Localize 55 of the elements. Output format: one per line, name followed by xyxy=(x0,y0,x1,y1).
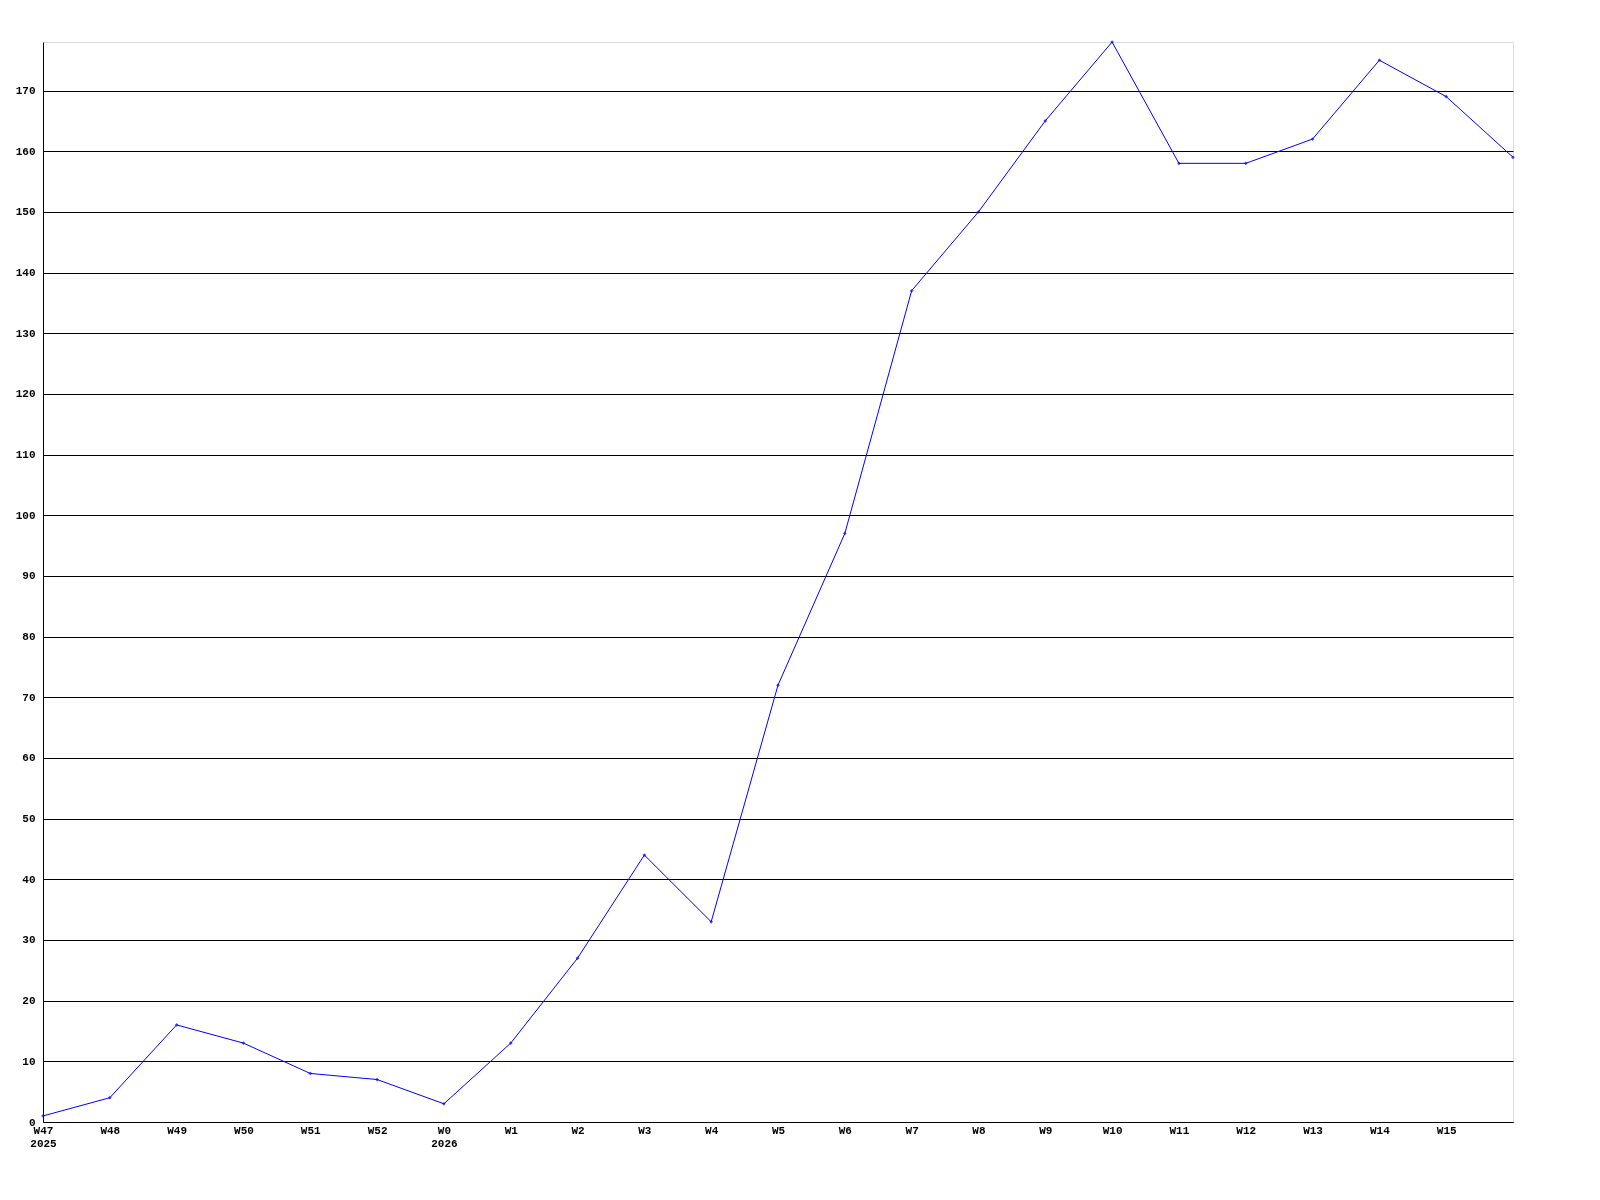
x-tick-label: W49 xyxy=(167,1124,188,1137)
y-tick-label: 140 xyxy=(15,267,36,280)
line-series xyxy=(41,40,1515,1118)
x-tick-label: W11 xyxy=(1169,1124,1190,1137)
x-tick-label: W5 xyxy=(771,1124,786,1137)
y-tick-label: 160 xyxy=(15,145,36,158)
point xyxy=(1177,161,1181,166)
x-tick-label: W9 xyxy=(1039,1124,1053,1137)
x-tick-label: W1 xyxy=(504,1124,519,1137)
x-tick-label: W15 xyxy=(1436,1124,1457,1137)
point xyxy=(508,1041,513,1045)
y-tick-label: 80 xyxy=(22,631,36,644)
y-tick-label: 100 xyxy=(15,509,36,522)
point xyxy=(1310,137,1315,141)
x-tick-label: W51 xyxy=(300,1124,322,1137)
point xyxy=(174,1023,179,1027)
x-tick-label: W6 xyxy=(838,1124,852,1137)
y-tick-label: 90 xyxy=(22,570,36,583)
x-tick-label: W13 xyxy=(1303,1124,1324,1137)
point xyxy=(776,683,780,688)
x-tick-label: W4 xyxy=(705,1124,719,1137)
point xyxy=(575,956,580,961)
x-tick-label: W52 xyxy=(367,1124,388,1137)
y-tick-label: 50 xyxy=(22,813,36,826)
point xyxy=(1377,58,1382,63)
x-tick-label: W7 xyxy=(905,1124,919,1137)
x-tick-label: W50 xyxy=(234,1124,254,1137)
y-tick-label: 70 xyxy=(22,691,36,704)
y-tick-label: 30 xyxy=(22,934,36,947)
x-tick-label: W10 xyxy=(1102,1124,1123,1137)
point xyxy=(976,210,981,214)
x-tick-label: W8 xyxy=(972,1124,986,1137)
x-tick-label: W48 xyxy=(100,1124,121,1137)
point xyxy=(1043,119,1048,123)
point xyxy=(241,1041,246,1045)
x-tick-label: W0 2026 xyxy=(431,1124,458,1150)
y-tick-label: 170 xyxy=(15,85,36,98)
x-tick-label: W2 xyxy=(571,1124,585,1137)
y-tick-label: 40 xyxy=(22,873,36,886)
y-tick-label: 120 xyxy=(15,388,36,401)
x-tick-label: W14 xyxy=(1369,1124,1391,1137)
y-tick-label: 10 xyxy=(22,1055,36,1068)
y-tick-label: 130 xyxy=(15,327,36,340)
point xyxy=(375,1077,379,1082)
point xyxy=(1511,155,1515,160)
y-tick-label: 110 xyxy=(15,449,36,462)
y-tick-label: 150 xyxy=(15,206,36,219)
y-tick-label: 20 xyxy=(22,995,36,1008)
x-tick-label: W12 xyxy=(1236,1124,1257,1137)
point xyxy=(1444,94,1449,99)
point xyxy=(842,531,847,536)
point xyxy=(642,853,647,857)
y-tick-label: 60 xyxy=(22,752,36,765)
x-tick-label: W3 xyxy=(638,1124,652,1137)
point xyxy=(308,1071,313,1076)
